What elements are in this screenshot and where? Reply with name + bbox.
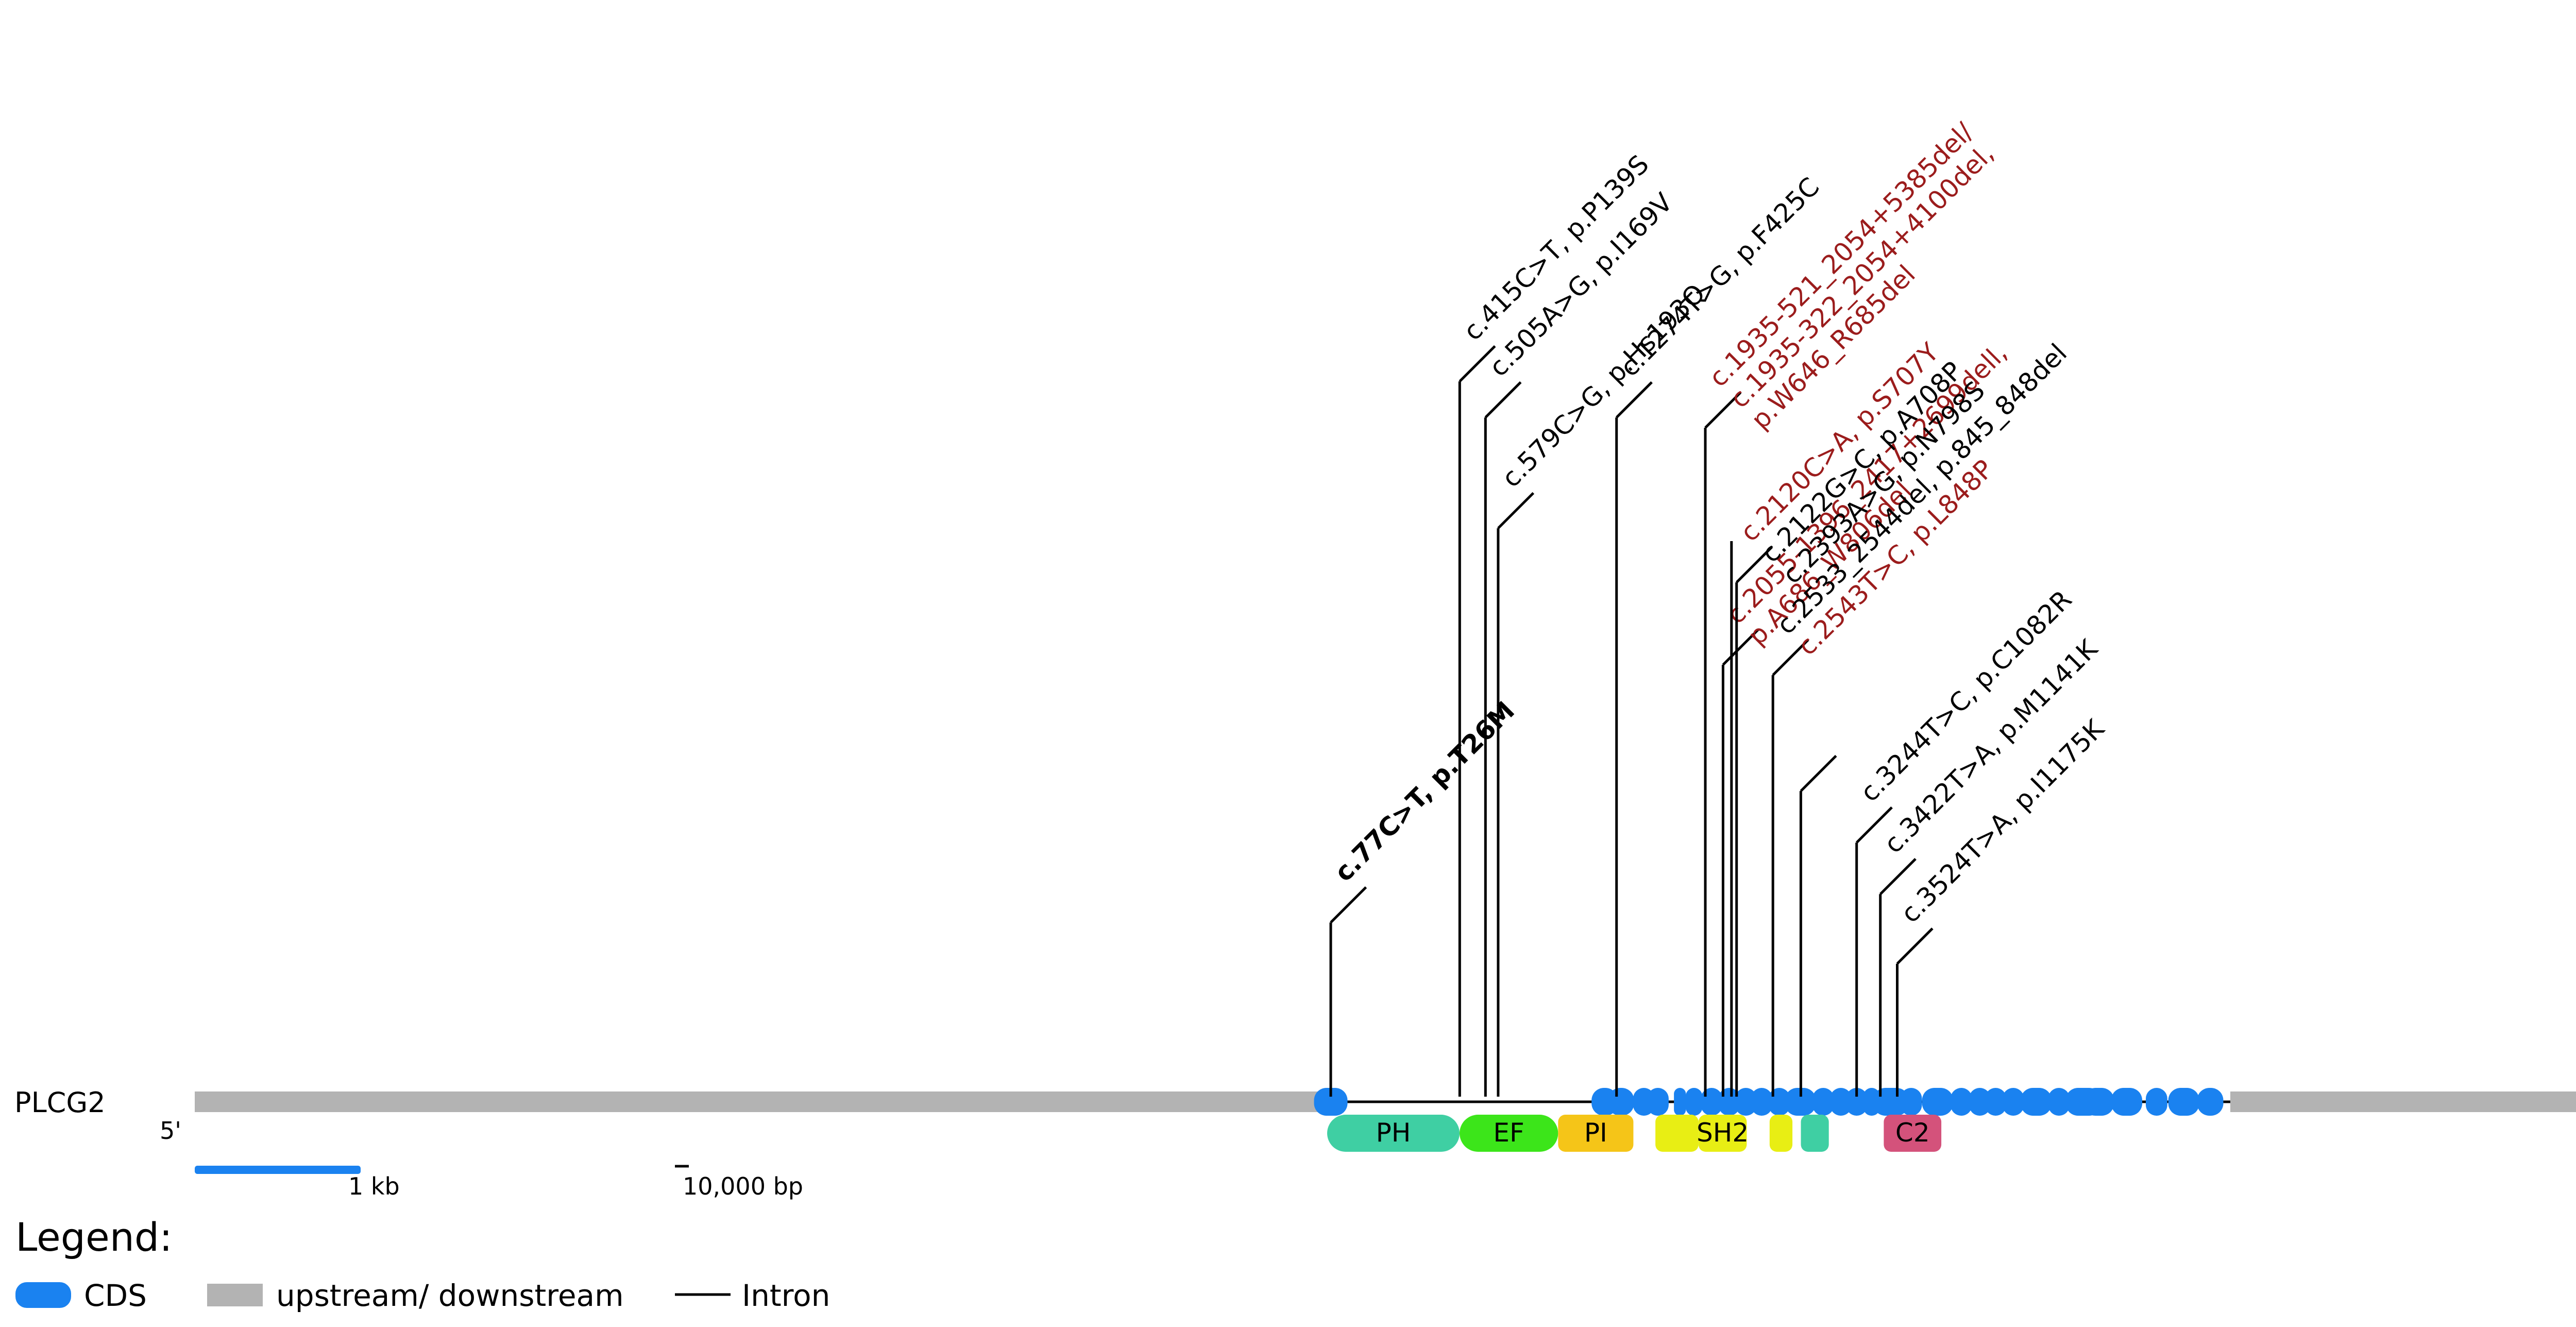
kb-scale-bar <box>195 1166 361 1174</box>
mutation-leader-1 <box>1330 886 1367 923</box>
exon-20 <box>1922 1088 1953 1116</box>
domain-sh2 <box>1698 1115 1747 1152</box>
mutation-leader-4 <box>1497 492 1535 529</box>
domain-segment-7 <box>1801 1115 1829 1152</box>
mutation-label-1-1: c.77C>T, p.T26M <box>1329 696 1520 887</box>
exon-25 <box>2020 1088 2052 1116</box>
domain-label-ph: PH <box>1376 1118 1411 1148</box>
mutation-leader-14 <box>1896 927 1934 965</box>
exon-10 <box>1735 1088 1757 1116</box>
bp-scale-label: 10,000 bp <box>683 1172 803 1200</box>
exon-31 <box>2168 1088 2199 1116</box>
exon-7 <box>1685 1088 1703 1116</box>
domain-label-c2: C2 <box>1895 1118 1930 1148</box>
domain-ef <box>1460 1115 1558 1152</box>
domain-label-pi: PI <box>1584 1118 1607 1148</box>
legend-utr-swatch <box>207 1284 263 1306</box>
exon-29 <box>2111 1088 2142 1116</box>
five-prime-label: 5' <box>160 1117 181 1145</box>
mutation-leader-6 <box>1704 391 1742 429</box>
kb-scale-label: 1 kb <box>348 1172 400 1200</box>
legend-utr-label: upstream/ downstream <box>276 1278 624 1313</box>
exon-6 <box>1674 1088 1686 1116</box>
domain-segment-4 <box>1655 1115 1699 1152</box>
exon-15 <box>1830 1088 1852 1116</box>
exon-3 <box>1607 1088 1634 1116</box>
domain-ph <box>1327 1115 1460 1152</box>
exon-13 <box>1785 1088 1816 1116</box>
domain-pi <box>1558 1115 1634 1152</box>
mutation-leader-13 <box>1879 858 1917 895</box>
mutation-leader-7 <box>1722 628 1759 666</box>
mutation-leader-5 <box>1615 381 1653 418</box>
exon-11 <box>1751 1088 1773 1116</box>
legend-cds-swatch <box>15 1282 71 1308</box>
mutation-leader-12 <box>1855 806 1893 844</box>
exon-26 <box>2048 1088 2070 1116</box>
exon-22 <box>1969 1088 1991 1116</box>
domain-group: PH EF PI SH2 C2 <box>1327 1115 1942 1152</box>
exon-30 <box>2146 1088 2167 1116</box>
domain-c2 <box>1884 1115 1942 1152</box>
mutation-leader-11 <box>1800 754 1837 792</box>
exon-1 <box>1314 1088 1348 1116</box>
mutation-leader-10 <box>1772 639 1809 676</box>
downstream-bar <box>2230 1091 2576 1112</box>
exon-23 <box>1985 1088 2007 1116</box>
domain-segment-6 <box>1769 1115 1793 1152</box>
legend-intron-label: Intron <box>742 1278 830 1313</box>
legend-title: Legend: <box>15 1214 173 1260</box>
gene-name: PLCG2 <box>14 1086 106 1119</box>
exon-21 <box>1951 1088 1972 1116</box>
exon-19 <box>1900 1088 1922 1116</box>
upstream-bar <box>195 1091 1331 1112</box>
domain-label-sh2: SH2 <box>1697 1118 1749 1148</box>
exon-32 <box>2197 1088 2224 1116</box>
legend-cds-label: CDS <box>84 1278 147 1313</box>
exon-16 <box>1845 1088 1868 1116</box>
mutation-leader-2 <box>1459 345 1496 382</box>
mutation-leader-9 <box>1735 546 1773 583</box>
exon-5 <box>1647 1088 1669 1116</box>
exon-group <box>1314 1088 2224 1116</box>
mutation-leader-3 <box>1484 381 1522 418</box>
exon-24 <box>2002 1088 2024 1116</box>
legend: Legend: CDS upstream/ downstream Intron <box>15 1214 830 1313</box>
exon-18 <box>1873 1088 1909 1116</box>
exon-28 <box>2083 1088 2114 1116</box>
exon-14 <box>1812 1088 1834 1116</box>
domain-label-ef: EF <box>1493 1118 1524 1148</box>
